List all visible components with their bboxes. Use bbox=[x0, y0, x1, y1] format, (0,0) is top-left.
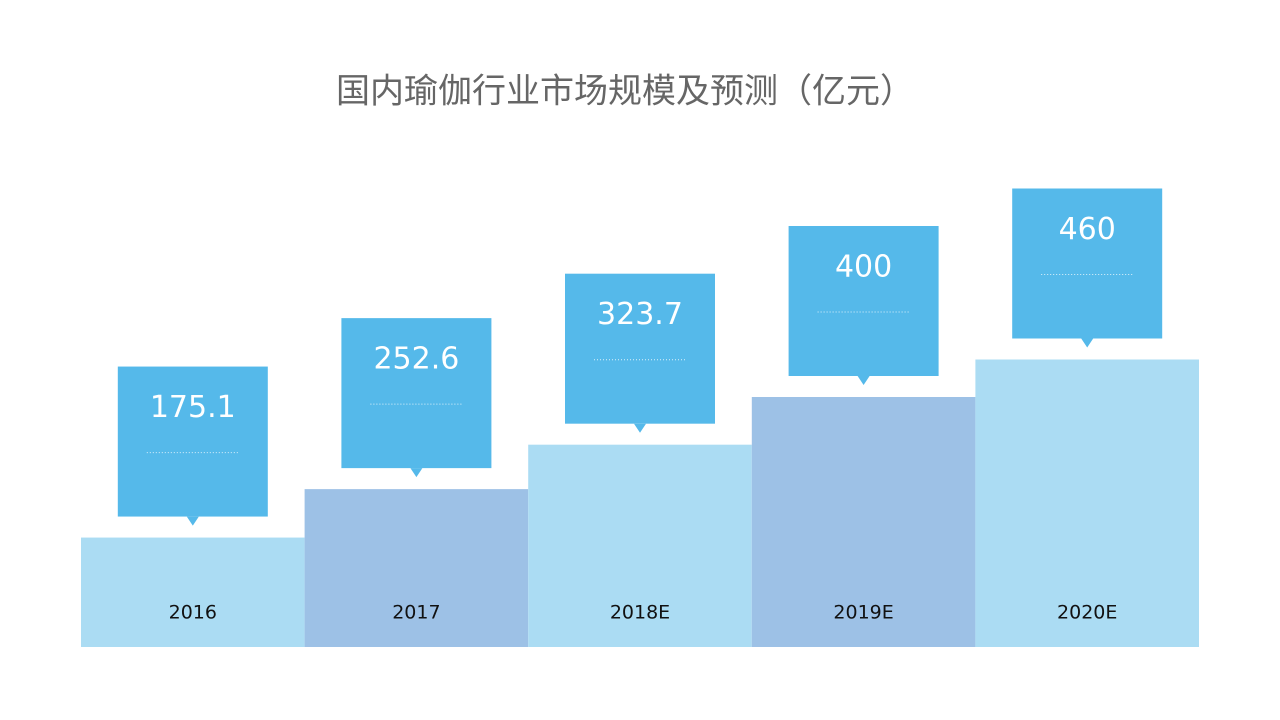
x-tick-label: 2017 bbox=[392, 602, 440, 624]
value-callout bbox=[788, 226, 939, 376]
callout-pointer bbox=[857, 376, 870, 385]
callout-pointer bbox=[1081, 338, 1094, 348]
value-label: 323.7 bbox=[597, 297, 683, 332]
bar bbox=[81, 537, 305, 647]
value-label: 175.1 bbox=[150, 390, 236, 425]
callout-pointer bbox=[410, 468, 423, 478]
value-label: 460 bbox=[1059, 212, 1116, 247]
x-tick-label: 2020E bbox=[1057, 602, 1117, 624]
bar bbox=[304, 489, 529, 647]
x-tick-label: 2018E bbox=[610, 602, 670, 624]
value-label: 252.6 bbox=[373, 342, 459, 377]
value-callout bbox=[565, 273, 715, 424]
callout-pointer bbox=[186, 516, 199, 526]
bar bbox=[528, 444, 752, 647]
value-callout bbox=[117, 366, 268, 517]
x-tick-label: 2016 bbox=[169, 602, 217, 624]
callout-pointer bbox=[634, 423, 646, 433]
value-callout bbox=[341, 318, 492, 469]
x-tick-label: 2019E bbox=[833, 602, 893, 624]
value-callout bbox=[1012, 188, 1163, 339]
chart-title: 国内瑜伽行业市场规模及预测（亿元） bbox=[336, 72, 914, 112]
bar bbox=[751, 397, 976, 647]
bar bbox=[975, 359, 1199, 647]
value-label: 400 bbox=[835, 250, 892, 285]
